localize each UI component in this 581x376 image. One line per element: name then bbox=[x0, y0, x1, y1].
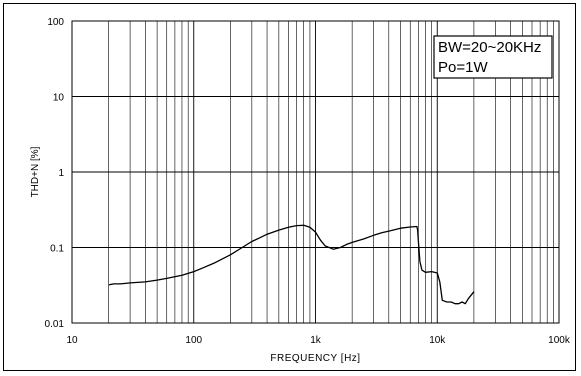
tick-labels: 10 100 1k 10k 100k 0.01 0.1 1 10 100 bbox=[45, 17, 571, 346]
y-tick-label: 0.01 bbox=[45, 319, 65, 330]
plot-area-border bbox=[71, 20, 560, 324]
annotation-output-power: Po=1W bbox=[438, 59, 488, 76]
series-line-0 bbox=[108, 224, 475, 305]
series-group bbox=[108, 224, 475, 305]
grid-lines bbox=[72, 21, 559, 323]
y-tick-label: 1 bbox=[58, 168, 64, 179]
x-tick-label: 10k bbox=[429, 335, 446, 346]
annotation-bandwidth: BW=20~20KHz bbox=[438, 39, 541, 56]
y-axis-title: THD+N [%] bbox=[30, 146, 41, 197]
x-axis-title: FREQUENCY [Hz] bbox=[270, 353, 360, 364]
x-tick-label: 100 bbox=[185, 335, 202, 346]
y-tick-label: 0.1 bbox=[50, 244, 64, 255]
y-tick-label: 10 bbox=[53, 93, 65, 104]
x-tick-label: 1k bbox=[310, 335, 322, 346]
annotation-box: BW=20~20KHz Po=1W bbox=[433, 35, 553, 79]
annotation-box-border bbox=[433, 35, 553, 79]
y-tick-label: 100 bbox=[47, 17, 64, 28]
x-tick-label: 10 bbox=[66, 335, 78, 346]
x-tick-label: 100k bbox=[548, 335, 571, 346]
